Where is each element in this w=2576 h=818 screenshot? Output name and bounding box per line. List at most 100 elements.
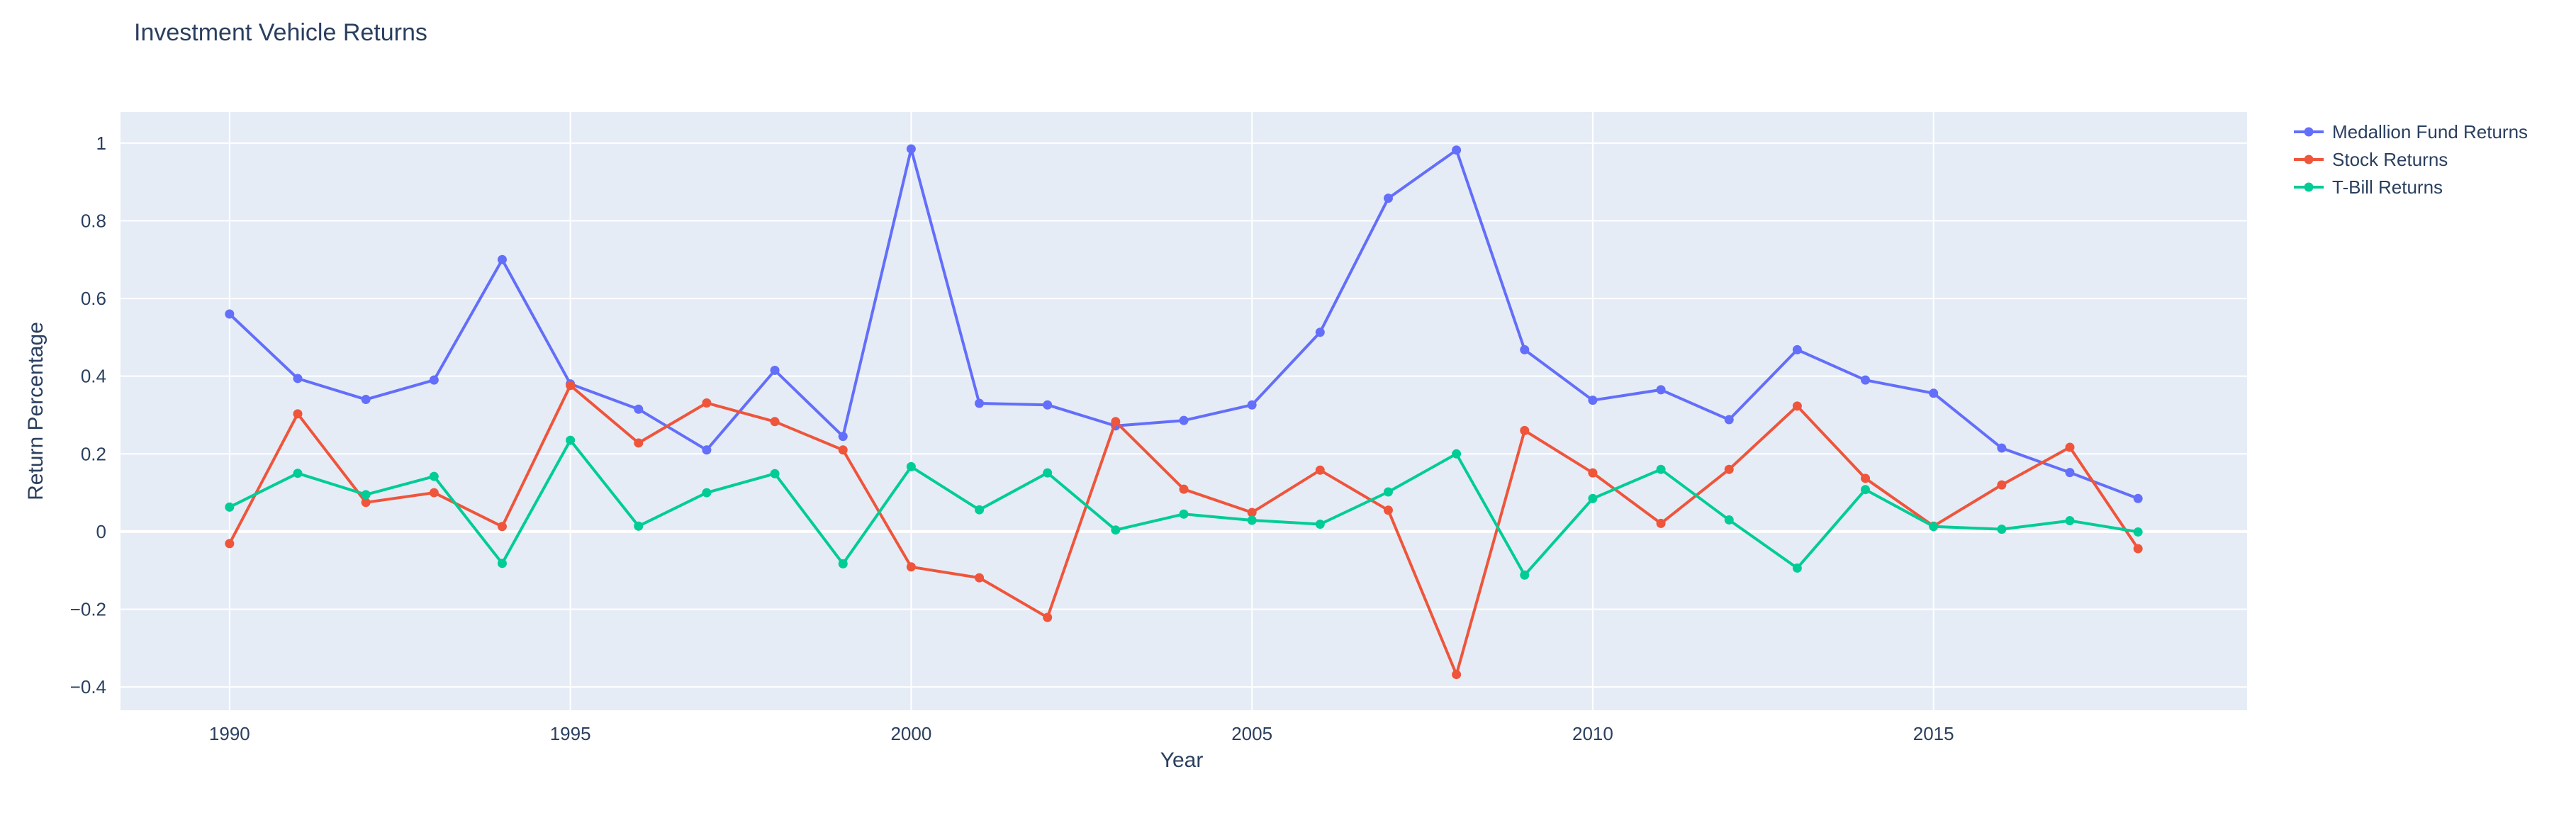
data-point bbox=[975, 573, 985, 583]
data-point bbox=[1997, 443, 2007, 453]
y-tick-label: 0 bbox=[96, 521, 106, 542]
legend-marker-icon bbox=[2304, 182, 2314, 192]
y-axis-ticks: −0.4 −0.2 0 0.2 0.4 0.6 0.8 1 bbox=[70, 133, 106, 697]
data-point bbox=[906, 461, 916, 471]
data-point bbox=[1383, 487, 1393, 497]
legend-item[interactable]: T-Bill Returns bbox=[2294, 177, 2443, 198]
data-point bbox=[770, 469, 780, 478]
x-axis-ticks: 1990 1995 2000 2005 2010 2015 bbox=[209, 723, 1954, 744]
y-tick-label: 1 bbox=[96, 133, 106, 154]
data-point bbox=[634, 438, 644, 448]
data-point bbox=[1247, 508, 1257, 517]
data-point bbox=[1247, 515, 1257, 525]
data-point bbox=[2133, 544, 2143, 554]
data-point bbox=[770, 417, 780, 427]
data-point bbox=[634, 404, 644, 414]
data-point bbox=[1315, 465, 1325, 475]
data-point bbox=[906, 562, 916, 572]
legend-marker-icon bbox=[2304, 127, 2314, 137]
data-point bbox=[1043, 468, 1053, 478]
y-tick-label: −0.4 bbox=[70, 676, 106, 697]
data-point bbox=[1724, 415, 1734, 425]
data-point bbox=[293, 374, 303, 383]
data-point bbox=[1724, 464, 1734, 474]
data-point bbox=[1588, 396, 1598, 405]
data-point bbox=[1861, 375, 1871, 385]
data-point bbox=[838, 445, 848, 455]
x-tick-label: 2010 bbox=[1572, 723, 1613, 744]
legend: Medallion Fund Returns Stock Returns T-Bil… bbox=[2294, 121, 2528, 198]
data-point bbox=[1861, 474, 1871, 483]
y-tick-label: 0.2 bbox=[81, 443, 106, 464]
data-point bbox=[1179, 415, 1189, 425]
data-point bbox=[1997, 525, 2007, 534]
data-point bbox=[838, 559, 848, 568]
data-point bbox=[225, 539, 235, 549]
data-point bbox=[1111, 525, 1121, 535]
y-tick-label: 0.8 bbox=[81, 210, 106, 231]
data-point bbox=[566, 435, 576, 445]
data-point bbox=[1383, 505, 1393, 515]
data-point bbox=[1452, 670, 1462, 680]
data-point bbox=[1929, 388, 1939, 398]
data-point bbox=[1247, 400, 1257, 410]
data-point bbox=[1043, 400, 1053, 410]
x-tick-label: 1990 bbox=[209, 723, 250, 744]
data-point bbox=[1588, 468, 1598, 478]
legend-marker-icon bbox=[2304, 155, 2314, 164]
x-axis-title: Year bbox=[1160, 749, 1204, 772]
y-axis-title: Return Percentage bbox=[24, 322, 47, 500]
data-point bbox=[1179, 484, 1189, 494]
legend-label: Stock Returns bbox=[2332, 149, 2448, 170]
data-point bbox=[361, 395, 371, 405]
data-point bbox=[838, 432, 848, 442]
data-point bbox=[429, 488, 439, 498]
data-point bbox=[1724, 515, 1734, 525]
data-point bbox=[1452, 145, 1462, 155]
data-point bbox=[975, 398, 985, 408]
data-point bbox=[2065, 516, 2075, 526]
legend-label: T-Bill Returns bbox=[2332, 177, 2443, 198]
series-2 bbox=[225, 381, 2143, 680]
data-point bbox=[906, 144, 916, 154]
data-point bbox=[702, 488, 712, 498]
x-tick-label: 2005 bbox=[1231, 723, 1272, 744]
data-point bbox=[1861, 485, 1871, 495]
data-point bbox=[1452, 449, 1462, 459]
data-point bbox=[702, 398, 712, 408]
data-point bbox=[566, 381, 576, 391]
data-point bbox=[2133, 527, 2143, 537]
data-point bbox=[1520, 344, 1530, 354]
data-point bbox=[429, 375, 439, 385]
data-point bbox=[1179, 509, 1189, 519]
data-point bbox=[1043, 612, 1053, 622]
data-point bbox=[497, 559, 507, 568]
data-point bbox=[497, 254, 507, 264]
data-point bbox=[2065, 442, 2075, 452]
data-point bbox=[1520, 570, 1530, 580]
data-point bbox=[225, 502, 235, 512]
data-point bbox=[293, 469, 303, 478]
data-point bbox=[1588, 493, 1598, 503]
data-point bbox=[2133, 493, 2143, 503]
data-point bbox=[1792, 401, 1802, 411]
data-point bbox=[293, 409, 303, 419]
plot-area bbox=[121, 112, 2247, 710]
y-tick-label: 0.4 bbox=[81, 366, 106, 387]
legend-item[interactable]: Medallion Fund Returns bbox=[2294, 121, 2528, 142]
data-point bbox=[361, 498, 371, 508]
data-point bbox=[1792, 344, 1802, 354]
data-point bbox=[1656, 518, 1666, 528]
legend-item[interactable]: Stock Returns bbox=[2294, 149, 2448, 170]
data-point bbox=[1315, 327, 1325, 337]
data-point bbox=[1520, 425, 1530, 435]
x-tick-label: 1995 bbox=[550, 723, 591, 744]
y-tick-label: 0.6 bbox=[81, 288, 106, 309]
data-point bbox=[1656, 464, 1666, 474]
data-point bbox=[497, 522, 507, 532]
data-point bbox=[975, 505, 985, 515]
data-point bbox=[702, 445, 712, 455]
data-point bbox=[1997, 480, 2007, 490]
data-point bbox=[770, 365, 780, 375]
